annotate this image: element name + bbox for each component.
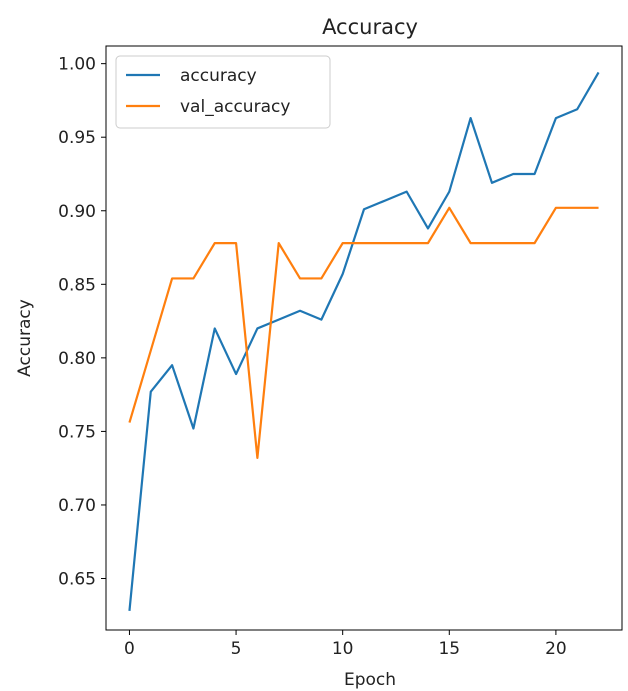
series-line-val-accuracy <box>128 206 599 459</box>
series-line-accuracy <box>128 71 600 611</box>
y-tick-label: 0.75 <box>58 422 96 442</box>
y-tick-label: 1.00 <box>58 55 96 75</box>
y-tick-label: 0.70 <box>58 496 96 516</box>
x-tick-label: 20 <box>545 639 567 659</box>
y-tick-label: 0.80 <box>58 349 96 369</box>
legend: accuracy val_accuracy <box>115 55 331 129</box>
legend-label-accuracy: accuracy <box>180 66 257 86</box>
y-tick-label: 0.85 <box>58 275 96 295</box>
y-tick-label: 0.65 <box>58 570 96 590</box>
x-tick-label: 15 <box>438 639 460 659</box>
y-tick-label: 0.95 <box>58 128 96 148</box>
x-axis-label: Epoch <box>344 670 396 690</box>
x-tick-label: 5 <box>231 639 242 659</box>
x-tick-label: 0 <box>124 639 135 659</box>
legend-box <box>115 55 331 129</box>
x-axis: 0 5 10 15 20 <box>124 630 567 659</box>
y-tick-label: 0.90 <box>58 202 96 222</box>
x-tick-label: 10 <box>332 639 354 659</box>
y-axis: 0.65 0.70 0.75 0.80 0.85 0.90 0.95 1.00 <box>58 55 106 590</box>
y-axis-label: Accuracy <box>15 299 35 377</box>
plot-frame <box>105 45 623 631</box>
plot-area <box>128 71 600 611</box>
legend-label-val-accuracy: val_accuracy <box>180 97 290 117</box>
chart-title: Accuracy <box>322 15 418 39</box>
